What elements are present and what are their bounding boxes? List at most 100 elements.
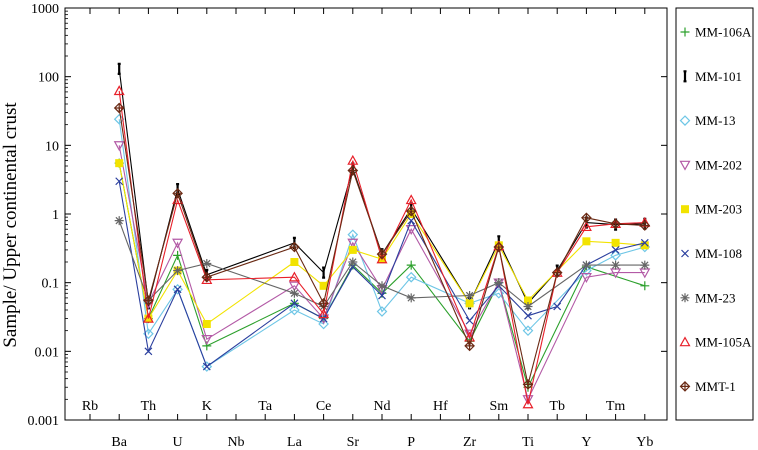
diamond-plus-cross xyxy=(581,213,591,223)
x-tick-label: Ta xyxy=(258,399,273,414)
triangle-up-marker xyxy=(376,253,388,264)
data-point xyxy=(318,297,329,309)
triangle-up-marker xyxy=(347,154,359,165)
star-marker xyxy=(377,281,387,291)
data-point xyxy=(347,154,359,165)
star-marker xyxy=(465,291,475,301)
diamond-plus-cross xyxy=(114,103,124,113)
star-marker xyxy=(289,288,299,298)
square-marker xyxy=(202,320,211,329)
data-point xyxy=(322,266,326,279)
triangle-up-marker xyxy=(405,194,417,205)
square-marker xyxy=(319,281,328,290)
x-tick-label: Nb xyxy=(227,435,244,450)
x-marker xyxy=(202,362,211,371)
triangle-down-marker xyxy=(580,273,592,283)
data-point xyxy=(318,318,329,330)
square-marker xyxy=(582,237,591,246)
y-tick-label: 10 xyxy=(45,139,59,154)
data-point xyxy=(493,287,505,299)
plus-marker xyxy=(680,27,690,37)
legend-label: MM-105A xyxy=(695,335,752,350)
star-marker xyxy=(640,260,650,270)
data-point xyxy=(611,238,620,247)
legend-label: MM-13 xyxy=(695,113,735,128)
data-point xyxy=(406,293,416,303)
square-marker xyxy=(115,159,124,168)
diamond-plus-cross xyxy=(406,206,416,216)
diamond-plus-marker xyxy=(376,248,388,260)
legend-frame xyxy=(675,7,754,421)
legend-label: MM-101 xyxy=(695,69,742,84)
data-point xyxy=(142,312,154,323)
data-point xyxy=(524,311,532,320)
diamond-plus-marker xyxy=(113,102,125,114)
data-point xyxy=(173,266,183,276)
triangle-up-marker xyxy=(142,312,154,323)
data-point xyxy=(289,288,299,298)
x-tick-label: P xyxy=(407,435,415,450)
diamond-plus-marker xyxy=(405,205,417,217)
x-tick-label: Zr xyxy=(463,435,477,450)
data-point xyxy=(522,398,534,409)
diamond-plus-cross xyxy=(173,188,183,198)
x-tick-label: Y xyxy=(581,435,591,450)
series-layer xyxy=(113,62,651,409)
data-point xyxy=(172,187,183,199)
data-point xyxy=(115,159,124,168)
diamond-plus-marker xyxy=(551,267,563,278)
y-tick-label: 0.01 xyxy=(35,345,60,360)
square-marker xyxy=(465,299,474,308)
bar-marker xyxy=(683,70,687,83)
x-marker xyxy=(524,311,532,320)
y-axis-title: Sample/ Upper continental crust xyxy=(0,102,21,348)
diamond-plus-marker xyxy=(201,271,213,283)
x-tick-label: Rb xyxy=(82,399,98,414)
data-point xyxy=(290,257,299,266)
x-marker xyxy=(465,316,474,325)
series-line xyxy=(118,68,645,305)
star-marker xyxy=(348,257,358,267)
plus-marker xyxy=(173,250,183,260)
diamond-plus-cross xyxy=(377,249,387,259)
data-point xyxy=(201,335,213,345)
data-point xyxy=(114,216,124,226)
diamond-plus-cross xyxy=(494,242,504,252)
diamond-plus-marker xyxy=(610,218,621,230)
data-point xyxy=(290,299,299,308)
data-point xyxy=(347,165,359,176)
data-point xyxy=(348,257,358,267)
legend-label: MM-202 xyxy=(695,157,742,172)
star-marker xyxy=(523,301,533,311)
legend-label: MM-108 xyxy=(695,246,742,261)
legend-entry: MMT-1 xyxy=(679,379,736,394)
square-marker xyxy=(348,245,357,254)
data-point xyxy=(113,85,125,96)
data-point xyxy=(289,241,300,253)
data-point xyxy=(201,271,213,283)
x-marker xyxy=(611,245,620,254)
diamond-plus-cross xyxy=(611,219,621,229)
data-point xyxy=(611,260,621,270)
data-point xyxy=(288,271,300,282)
y-tick-label: 0.1 xyxy=(42,277,60,292)
series-mm-108 xyxy=(115,177,649,371)
x-tick-label: Tm xyxy=(606,399,626,414)
y-tick-label: 1000 xyxy=(31,2,59,17)
diamond-plus-cross xyxy=(143,295,153,305)
x-tick-label: Hf xyxy=(433,399,448,414)
data-point xyxy=(582,237,591,246)
series-mm-101 xyxy=(117,62,647,310)
x-marker xyxy=(640,238,649,247)
y-axis: 0.001 0.01 0.1 1 10 100 1000 xyxy=(28,2,667,429)
series-mm-202 xyxy=(113,141,651,406)
x-tick-label: Nd xyxy=(373,399,390,414)
star-marker xyxy=(680,293,690,303)
data-point xyxy=(376,306,388,317)
x-marker xyxy=(173,285,182,294)
plus-marker xyxy=(406,260,416,270)
data-point xyxy=(319,314,328,323)
data-point xyxy=(640,238,649,247)
series-mm-106a xyxy=(114,158,650,392)
